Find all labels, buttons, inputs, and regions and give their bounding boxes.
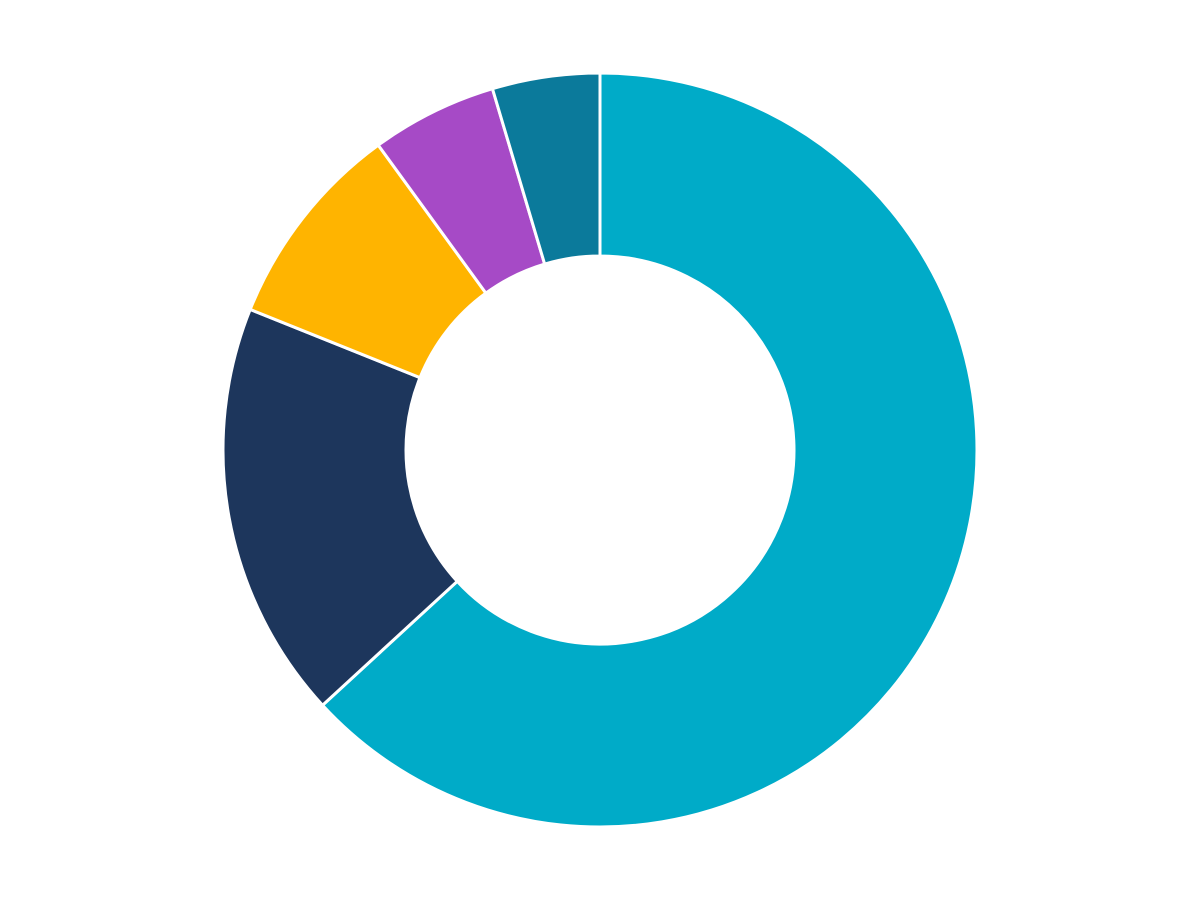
donut-slice [320, 71, 979, 829]
donut-slice [490, 71, 602, 266]
donut-slice [221, 307, 460, 708]
